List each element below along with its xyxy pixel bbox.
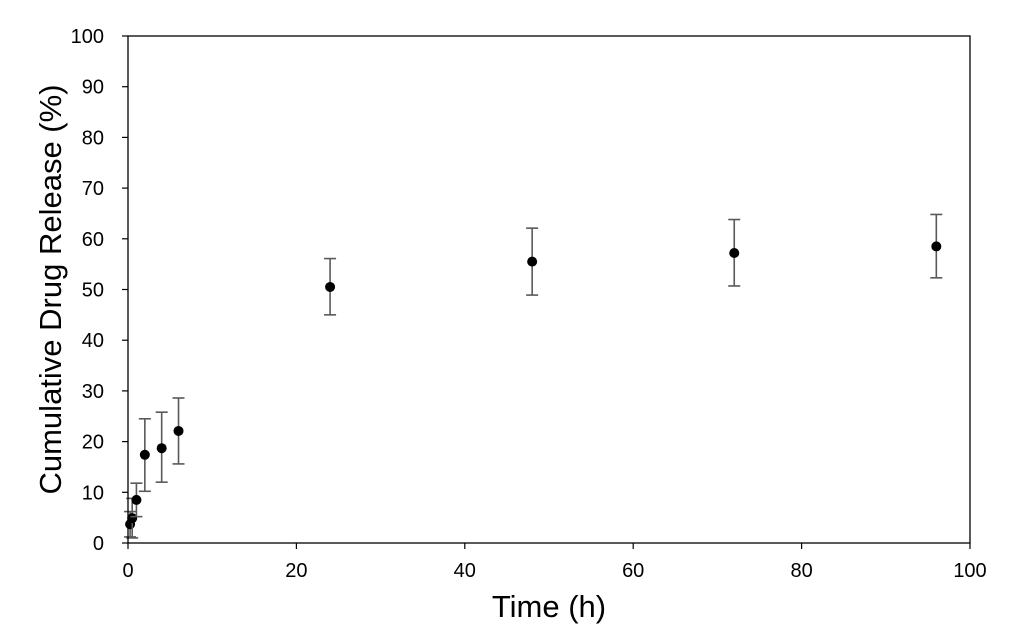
data-point — [325, 281, 336, 292]
data-point-group — [155, 411, 168, 483]
x-tick-label: 20 — [285, 560, 307, 582]
x-tick-label: 0 — [122, 560, 133, 582]
x-tick-label: 40 — [454, 560, 476, 582]
x-axis-ticks: 0 20 40 60 80 100 — [122, 543, 987, 582]
x-tick-label: 100 — [953, 560, 986, 582]
y-tick-label: 20 — [82, 432, 104, 454]
y-tick-label: 30 — [82, 381, 104, 403]
data-point — [127, 513, 138, 524]
data-point-group — [324, 257, 337, 316]
data-point-group — [172, 397, 185, 465]
data-point-group — [526, 227, 539, 296]
y-tick-label: 90 — [82, 77, 104, 99]
y-tick-label: 70 — [82, 178, 104, 200]
data-point — [156, 443, 167, 454]
data-point-group — [138, 417, 151, 493]
data-point — [527, 256, 538, 267]
y-tick-label: 40 — [82, 330, 104, 352]
plot-layer — [124, 213, 943, 539]
y-tick-label: 100 — [71, 26, 104, 48]
x-tick-label: 80 — [790, 560, 812, 582]
data-point-group — [930, 213, 943, 279]
data-point — [729, 247, 740, 258]
y-tick-label: 60 — [82, 229, 104, 251]
data-point — [131, 494, 142, 505]
y-axis-ticks: 0 10 20 30 40 50 60 70 80 90 100 — [71, 26, 128, 555]
data-point-group — [728, 218, 741, 287]
y-axis-title: Cumulative Drug Release (%) — [33, 84, 68, 494]
data-point — [931, 241, 942, 252]
y-tick-label: 0 — [93, 533, 104, 555]
y-tick-label: 80 — [82, 127, 104, 149]
data-point-group — [130, 482, 143, 518]
data-point — [139, 449, 150, 460]
x-tick-label: 60 — [622, 560, 644, 582]
y-tick-label: 10 — [82, 482, 104, 504]
y-tick-label: 50 — [82, 280, 104, 302]
data-point — [173, 425, 184, 436]
x-axis-title: Time (h) — [492, 589, 606, 624]
